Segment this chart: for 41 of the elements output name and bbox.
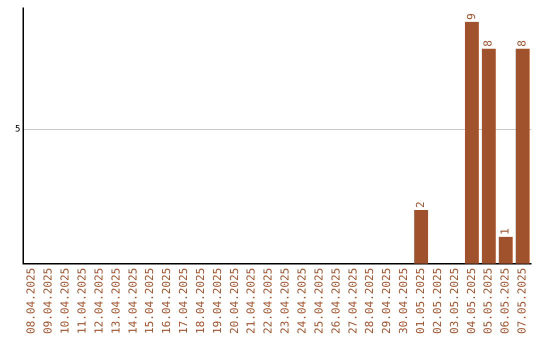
- x-tick-label: 28.04.2025: [363, 268, 376, 334]
- x-tick-label: 22.04.2025: [262, 268, 275, 334]
- x-tick-label: 03.05.2025: [448, 268, 461, 334]
- data-label: 8: [482, 40, 495, 47]
- y-tick-label: 5: [14, 124, 20, 135]
- x-tick-label: 04.05.2025: [464, 268, 478, 334]
- x-tick-label: 24.04.2025: [296, 268, 309, 334]
- bar: [516, 48, 530, 264]
- x-tick-label: 16.04.2025: [160, 268, 174, 334]
- data-label: 9: [464, 13, 478, 20]
- bar: [464, 22, 479, 264]
- x-tick-label: 01.05.2025: [414, 268, 427, 334]
- x-tick-label: 10.04.2025: [58, 268, 72, 334]
- data-label: 1: [498, 228, 512, 235]
- x-tick-label: 12.04.2025: [92, 268, 106, 334]
- x-tick-label: 26.04.2025: [329, 268, 342, 334]
- x-tick-label: 30.04.2025: [397, 268, 410, 334]
- bar: [498, 236, 513, 264]
- x-tick-label: 13.04.2025: [109, 268, 122, 334]
- x-tick-label: 29.04.2025: [380, 268, 394, 334]
- x-tick-label: 09.04.2025: [42, 268, 55, 334]
- x-tick-label: 17.04.2025: [177, 268, 190, 334]
- x-tick-label: 18.04.2025: [194, 268, 207, 334]
- x-tick-label: 08.04.2025: [24, 268, 38, 334]
- data-label: 2: [414, 201, 427, 208]
- data-label: 8: [516, 40, 529, 47]
- x-tick-label: 02.05.2025: [430, 268, 444, 334]
- x-tick-label: 11.04.2025: [76, 268, 89, 334]
- x-tick-label: 07.05.2025: [516, 268, 529, 334]
- x-tick-label: 14.04.2025: [126, 268, 140, 334]
- x-tick-label: 20.04.2025: [228, 268, 241, 334]
- x-tick-label: 25.04.2025: [312, 268, 326, 334]
- x-tick-label: 23.04.2025: [278, 268, 292, 334]
- x-tick-label: 06.05.2025: [498, 268, 512, 334]
- x-tick-label: 21.04.2025: [244, 268, 258, 334]
- x-tick-label: 05.05.2025: [482, 268, 495, 334]
- bar: [482, 48, 496, 264]
- x-tick-label: 27.04.2025: [346, 268, 360, 334]
- x-tick-label: 19.04.2025: [210, 268, 224, 334]
- bar: [414, 210, 428, 264]
- x-tick-label: 15.04.2025: [143, 268, 156, 334]
